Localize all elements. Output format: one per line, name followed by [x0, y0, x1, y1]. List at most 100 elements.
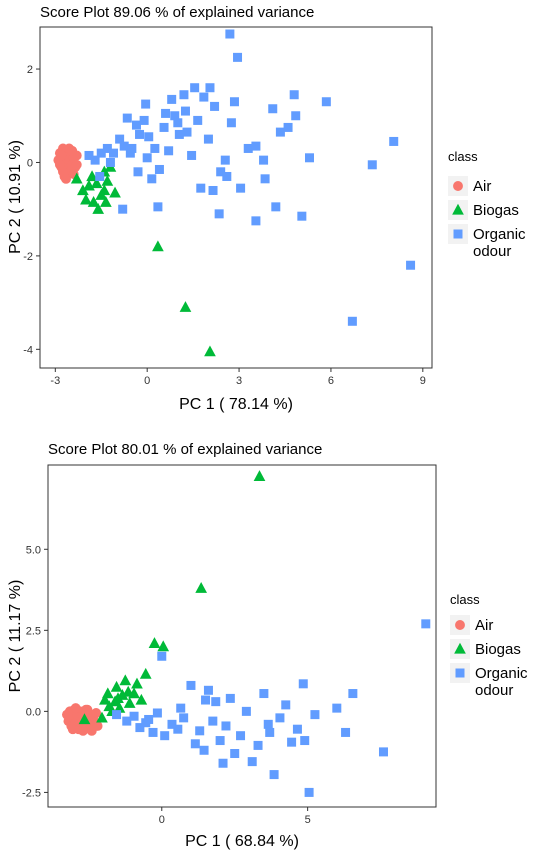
data-points — [62, 470, 431, 797]
data-point — [304, 787, 314, 797]
data-point — [204, 345, 216, 357]
data-point — [135, 693, 148, 705]
data-point — [193, 115, 203, 125]
data-point — [90, 177, 103, 189]
data-point — [105, 157, 115, 167]
data-point — [56, 150, 67, 161]
data-point — [310, 710, 320, 720]
data-point — [122, 113, 132, 123]
data-point — [122, 716, 132, 726]
data-point — [186, 680, 196, 690]
data-point — [226, 118, 236, 128]
data-point — [289, 90, 299, 100]
data-point — [215, 736, 225, 746]
data-point — [112, 710, 122, 720]
data-point — [102, 143, 112, 153]
data-point — [203, 134, 213, 144]
data-point — [122, 685, 135, 697]
data-point — [78, 725, 88, 736]
data-point — [98, 184, 111, 196]
data-point — [157, 640, 170, 652]
x-tick-label: -3 — [50, 375, 60, 387]
data-point — [179, 301, 192, 312]
legend-marker — [455, 620, 465, 630]
data-point — [54, 159, 65, 170]
x-tick-label: 0 — [144, 375, 150, 387]
data-point — [287, 737, 297, 747]
data-point — [196, 183, 206, 193]
data-point — [133, 167, 143, 177]
y-tick-label: -4 — [23, 344, 33, 356]
data-point — [86, 170, 98, 182]
plot-panel — [47, 464, 437, 808]
legend-label: Air — [473, 178, 491, 195]
data-point — [96, 148, 106, 158]
data-point — [182, 127, 192, 137]
data-point — [265, 727, 275, 737]
y-tick-label: 0.0 — [26, 706, 41, 718]
data-point — [173, 118, 183, 128]
x-tick-label: 3 — [236, 375, 242, 387]
data-point — [78, 713, 91, 725]
data-point — [292, 724, 302, 734]
data-point — [190, 739, 200, 749]
data-point — [125, 148, 135, 158]
series-biogas — [70, 160, 216, 357]
data-point — [119, 141, 129, 151]
legend: class Air Biogas Organic odour — [448, 149, 526, 260]
data-point — [275, 713, 285, 723]
data-point — [99, 693, 111, 705]
data-point — [123, 697, 136, 708]
data-point — [84, 150, 94, 160]
data-point — [112, 692, 124, 704]
data-point — [281, 700, 291, 710]
data-point — [148, 637, 161, 648]
data-point — [297, 211, 307, 221]
legend-marker — [455, 668, 465, 678]
data-point — [95, 171, 105, 181]
x-tick-label: 5 — [305, 814, 311, 826]
data-point — [131, 677, 143, 689]
data-point — [271, 202, 281, 212]
legend-marker — [452, 203, 464, 215]
legend-marker — [454, 642, 466, 654]
data-point — [153, 202, 163, 212]
data-point — [211, 697, 221, 707]
data-point — [229, 97, 239, 107]
x-tick-label: 6 — [328, 375, 334, 387]
data-point — [176, 703, 186, 713]
data-point — [199, 92, 209, 102]
data-point — [199, 745, 209, 755]
legend-label: Organic odour — [475, 665, 528, 699]
data-point — [406, 260, 416, 270]
data-point — [283, 122, 293, 132]
data-point — [154, 164, 164, 174]
chart-title: Score Plot 80.01 % of explained variance — [48, 441, 322, 458]
data-point — [230, 749, 240, 759]
legend-label: Air — [475, 617, 493, 634]
data-point — [119, 674, 132, 686]
axis-ticks: 0 5 5.0 2.5 0.0 -2.5 — [22, 544, 311, 826]
data-point — [91, 708, 102, 718]
data-point — [205, 83, 215, 93]
data-point — [251, 216, 261, 226]
data-point — [321, 97, 331, 107]
legend-label: Organic odour — [473, 226, 526, 260]
data-point — [70, 703, 81, 714]
data-point — [96, 711, 108, 723]
series-biogas — [78, 470, 266, 725]
data-point — [164, 146, 174, 156]
data-point — [291, 111, 301, 121]
data-point — [67, 724, 78, 735]
data-point — [221, 721, 231, 731]
data-point — [247, 757, 257, 767]
y-tick-label: 0 — [27, 157, 33, 169]
data-point — [233, 52, 243, 62]
data-point — [305, 153, 314, 163]
y-tick-label: -2.5 — [22, 787, 41, 799]
data-point — [82, 704, 93, 715]
data-point — [118, 204, 128, 214]
data-point — [218, 758, 228, 768]
data-point — [259, 155, 269, 165]
